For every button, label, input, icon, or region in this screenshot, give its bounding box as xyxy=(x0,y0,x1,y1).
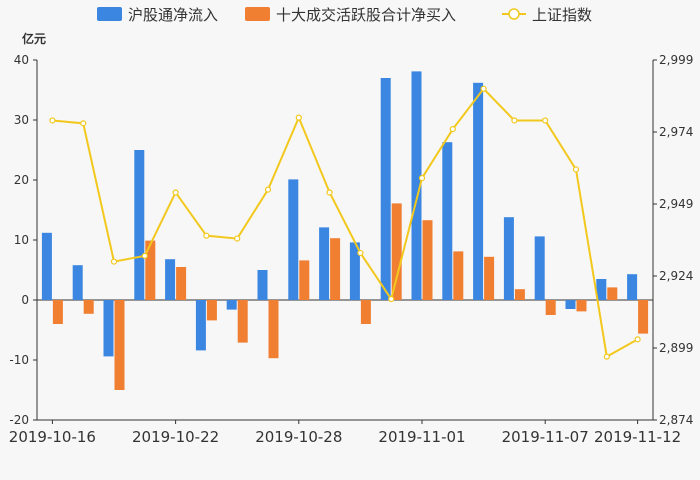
line-sh-index xyxy=(52,87,639,359)
line-sh-index-point xyxy=(572,166,580,173)
bar-top10-net-buy xyxy=(545,300,556,315)
y-left-tick-label: 10 xyxy=(14,233,29,247)
bar-top10-net-buy xyxy=(484,256,495,300)
legend-swatch-top10 xyxy=(245,7,270,21)
bar-shgt-inflow xyxy=(134,150,145,300)
bar-shgt-inflow xyxy=(288,179,299,300)
y-right-tick-label: 2,899 xyxy=(659,341,693,355)
bar-shgt-inflow xyxy=(349,242,360,300)
line-sh-index-point xyxy=(172,189,179,196)
line-sh-index-point xyxy=(80,120,87,127)
bar-shgt-inflow xyxy=(165,259,176,300)
bar-top10-net-buy xyxy=(422,220,433,300)
bar-shgt-inflow xyxy=(195,300,206,351)
line-sh-index-point xyxy=(357,249,364,257)
bar-top10-net-buy xyxy=(453,251,464,300)
y-left-tick-label: 0 xyxy=(21,293,29,307)
bar-top10-net-buy xyxy=(576,300,587,312)
bar-shgt-inflow xyxy=(103,300,114,357)
bar-shgt-inflow xyxy=(319,227,330,300)
bar-top10-net-buy xyxy=(330,238,341,300)
bar-top10-net-buy xyxy=(268,300,279,359)
bar-shgt-inflow xyxy=(565,300,576,309)
legend-label-index: 上证指数 xyxy=(532,6,592,24)
y-left-unit-label: 亿元 xyxy=(22,31,46,46)
line-sh-index-point xyxy=(542,117,549,124)
bar-top10-net-buy xyxy=(514,289,525,300)
bar-top10-net-buy xyxy=(206,300,217,321)
bar-shgt-inflow xyxy=(72,265,83,300)
line-sh-index-point xyxy=(388,295,395,303)
y-right-tick-label: 2,999 xyxy=(659,53,693,67)
bar-shgt-inflow xyxy=(411,71,422,301)
bar-top10-net-buy xyxy=(83,300,94,314)
bar-top10-net-buy xyxy=(145,240,156,300)
x-tick-label: 2019-10-16 xyxy=(9,428,96,446)
bar-shgt-inflow xyxy=(534,236,545,300)
x-tick-label: 2019-11-01 xyxy=(378,428,465,446)
legend-marker-index xyxy=(508,8,520,20)
y-right-tick-label: 2,974 xyxy=(659,125,693,139)
x-tick-label: 2019-11-12 xyxy=(594,428,681,446)
legend-label-shgt: 沪股通净流入 xyxy=(128,6,218,24)
line-sh-index-point xyxy=(326,189,333,196)
line-sh-index-point xyxy=(511,117,518,124)
line-sh-index-point xyxy=(264,186,272,193)
line-sh-index-point xyxy=(634,336,641,343)
bar-top10-net-buy xyxy=(607,287,618,300)
x-tick-label: 2019-10-28 xyxy=(255,428,342,446)
bar-top10-net-buy xyxy=(638,300,649,334)
y-right-tick-label: 2,924 xyxy=(659,269,693,283)
line-sh-index-point xyxy=(295,114,302,121)
line-sh-index-point xyxy=(234,235,241,242)
line-sh-index-point xyxy=(480,85,487,92)
line-sh-index-point xyxy=(49,117,56,124)
bar-shgt-inflow xyxy=(41,232,52,300)
x-tick-label: 2019-11-07 xyxy=(502,428,589,446)
legend-label-top10: 十大成交活跃股合计净买入 xyxy=(276,6,456,24)
bar-top10-net-buy xyxy=(299,260,310,300)
bar-top10-net-buy xyxy=(360,300,371,324)
x-tick-label: 2019-10-22 xyxy=(132,428,219,446)
bar-shgt-inflow xyxy=(596,279,607,300)
y-left-tick-label: 20 xyxy=(14,173,29,187)
bar-shgt-inflow xyxy=(380,78,391,300)
y-left-tick-label: -10 xyxy=(9,353,29,367)
bar-top10-net-buy xyxy=(237,300,248,343)
bar-top10-net-buy xyxy=(114,300,125,390)
line-sh-index-point xyxy=(110,258,118,265)
line-sh-index-point xyxy=(203,232,210,239)
bar-shgt-inflow xyxy=(442,142,453,300)
bar-top10-net-buy xyxy=(52,300,63,324)
legend-swatch-shgt xyxy=(97,7,122,21)
bar-top10-net-buy xyxy=(391,203,402,300)
bar-shgt-inflow xyxy=(226,300,237,310)
y-right-tick-label: 2,874 xyxy=(659,413,693,427)
y-left-tick-label: -20 xyxy=(9,413,29,427)
line-sh-index-point xyxy=(418,174,426,182)
bar-shgt-inflow xyxy=(503,217,514,300)
bar-shgt-inflow xyxy=(257,270,268,300)
y-left-tick-label: 40 xyxy=(14,53,29,67)
line-sh-index-point xyxy=(449,126,456,133)
line-sh-index-point xyxy=(141,252,148,259)
bar-shgt-inflow xyxy=(473,82,484,300)
y-right-tick-label: 2,949 xyxy=(659,197,693,211)
y-left-tick-label: 30 xyxy=(14,113,29,127)
line-sh-index-point xyxy=(603,353,610,360)
bar-top10-net-buy xyxy=(176,267,187,300)
bar-shgt-inflow xyxy=(627,274,638,300)
